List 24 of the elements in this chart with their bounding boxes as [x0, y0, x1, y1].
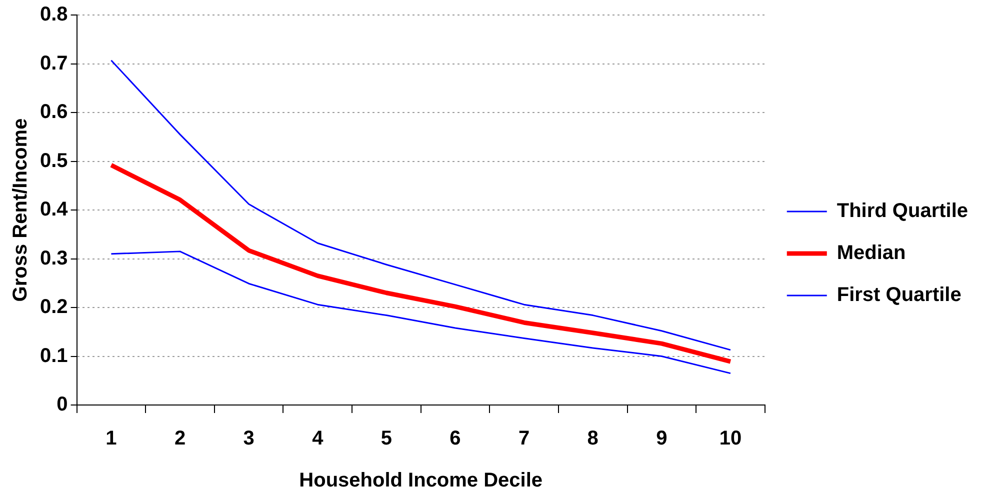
y-tick-label: 0.3: [40, 247, 68, 270]
y-tick-label: 0.2: [40, 296, 68, 318]
y-tick-label: 0: [56, 394, 68, 416]
x-tick-label: 7: [518, 428, 530, 450]
y-tick-label: 0.7: [40, 52, 68, 74]
y-tick-label: 0.6: [40, 101, 68, 124]
y-axis-title: Gross Rent/Income: [10, 118, 32, 302]
x-tick-label: 1: [106, 428, 117, 450]
y-tick-label: 0.8: [40, 4, 68, 26]
x-tick-label: 6: [450, 428, 461, 450]
x-tick-label: 8: [587, 428, 598, 450]
y-tick-label: 0.5: [40, 150, 68, 172]
legend-label: First Quartile: [836, 284, 962, 306]
x-tick-label: 4: [312, 428, 324, 450]
x-axis-title: Household Income Decile: [299, 470, 543, 492]
y-tick-label: 0.4: [40, 198, 69, 221]
x-tick-label: 2: [174, 428, 186, 450]
x-tick-label: 10: [719, 428, 742, 450]
y-tick-label: 0.1: [40, 344, 68, 367]
x-tick-label: 3: [243, 428, 254, 450]
x-tick-label: 9: [656, 428, 668, 450]
x-tick-label: 5: [380, 428, 392, 450]
legend-label: Third Quartile: [836, 200, 968, 222]
legend-label: Median: [836, 242, 906, 264]
